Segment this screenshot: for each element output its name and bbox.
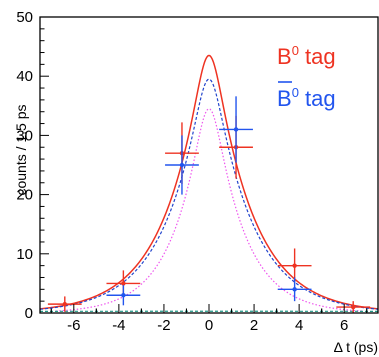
marker	[121, 293, 126, 298]
data-point-s0-4	[277, 248, 312, 283]
x-tick-label: 4	[295, 317, 303, 334]
legend-entry-b0-tag: B0 tag	[277, 43, 336, 69]
y-axis-label: counts / 1.5 ps	[13, 104, 29, 195]
legend-b0bar-label: B	[277, 86, 292, 111]
svg-text:B0 tag: B0 tag	[277, 85, 336, 111]
fit-curve-1	[39, 78, 379, 310]
marker	[292, 263, 297, 268]
legend-b0-label: B	[277, 44, 292, 69]
x-tick-label: 0	[205, 317, 213, 334]
x-axis-label: Δ t (ps)	[334, 339, 378, 355]
data-point-s1-1	[165, 135, 199, 195]
legend-entry-b0bar-tag: B0 tag	[277, 81, 336, 111]
marker	[292, 287, 297, 292]
x-tick-label: -2	[157, 317, 170, 334]
y-tick-label: 30	[16, 127, 33, 144]
svg-text:B0 tag: B0 tag	[277, 43, 336, 69]
fit-curve-2	[55, 108, 363, 312]
marker	[121, 281, 126, 286]
x-tick-label: -6	[67, 317, 80, 334]
data-points	[47, 96, 371, 313]
legend-b0-superscript: 0	[292, 43, 299, 58]
legend-b0bar-superscript: 0	[292, 85, 299, 100]
axis-ticks: -6 -4 -2 0 2 4 6 0 10 20 30 40 50	[16, 9, 368, 334]
x-tick-label: 2	[250, 317, 258, 334]
marker	[62, 301, 67, 307]
x-tick-label: 6	[340, 317, 348, 334]
fit-curve-0	[39, 54, 379, 310]
marker	[351, 304, 356, 310]
legend-b0bar-suffix: tag	[299, 86, 336, 111]
data-point-s1-0	[106, 285, 141, 306]
data-point-s1-2	[219, 96, 253, 163]
legend: B0 tag B0 tag	[277, 43, 336, 111]
data-point-s1-3	[277, 277, 312, 302]
y-tick-label: 10	[16, 246, 33, 263]
legend-b0-suffix: tag	[299, 44, 336, 69]
data-point-s0-0	[47, 296, 82, 312]
y-tick-label: 0	[25, 305, 33, 322]
y-tick-label: 20	[16, 187, 33, 204]
y-tick-label: 50	[16, 9, 33, 26]
x-tick-label: -4	[112, 317, 125, 334]
marker	[179, 162, 185, 168]
marker	[233, 127, 239, 132]
y-tick-label: 40	[16, 68, 33, 85]
data-point-s0-5	[336, 301, 371, 313]
